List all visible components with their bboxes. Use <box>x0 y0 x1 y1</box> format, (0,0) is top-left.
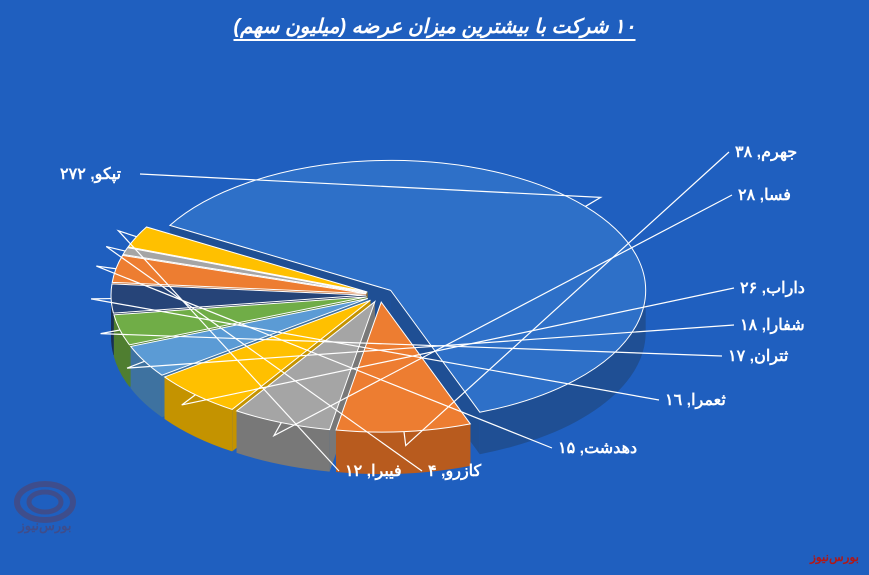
svg-text:بورس‌نیوز: بورس‌نیوز <box>17 518 71 534</box>
slice-label: کازرو, ۴ <box>428 461 481 481</box>
watermark-right: بورس‌نیوز <box>810 550 859 564</box>
chart-title: ۱۰ شرکت با بیشترین میزان عرضه (میلیون سه… <box>0 0 869 39</box>
slice-label: فسا, ۲۸ <box>738 185 791 205</box>
slice-label: فیبرا, ۱۲ <box>345 461 402 481</box>
slice-label: ثعمرا, ۱٦ <box>665 390 726 410</box>
slice-label: تپکو, ۲۷۲ <box>60 164 121 184</box>
slice-label: ثتران, ۱۷ <box>728 346 788 366</box>
slice-label: شفارا, ۱۸ <box>740 315 805 335</box>
slice-label: جهرم, ۳۸ <box>735 142 797 162</box>
slice-label: دهدشت, ۱۵ <box>558 438 637 458</box>
slice-label: داراب, ۲۶ <box>740 278 805 298</box>
pie-chart: تپکو, ۲۷۲ جهرم, ۳۸ فسا, ۲۸ داراب, ۲۶ شفارا, … <box>0 70 869 570</box>
watermark-left-logo: بورس‌نیوز <box>10 480 80 540</box>
